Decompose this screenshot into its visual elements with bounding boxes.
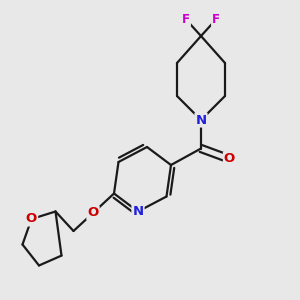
Text: N: N: [132, 205, 144, 218]
Text: O: O: [224, 152, 235, 166]
Text: F: F: [182, 13, 190, 26]
Text: O: O: [87, 206, 99, 220]
Text: O: O: [26, 212, 37, 226]
Text: F: F: [212, 13, 220, 26]
Text: N: N: [195, 113, 207, 127]
